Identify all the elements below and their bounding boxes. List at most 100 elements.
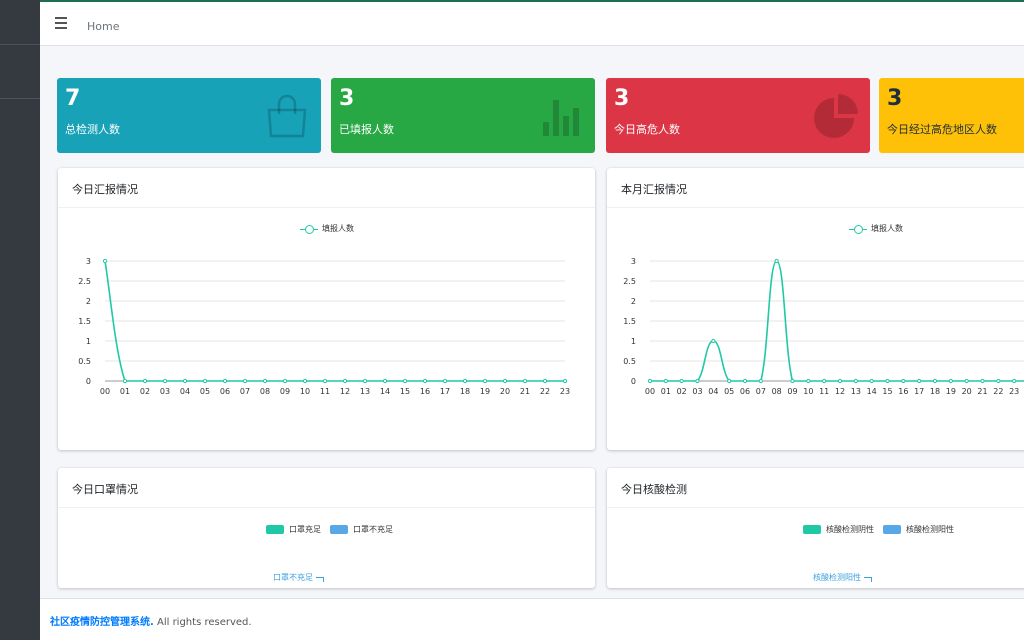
card-mask-status: 今日口罩情况 口罩充足 口罩不充足 口罩不充足 <box>58 468 595 588</box>
x-tick-label: 08 <box>772 387 782 396</box>
x-tick-label: 10 <box>803 387 813 396</box>
x-tick-label: 17 <box>440 387 450 396</box>
line-chart-month: 0 0.5 1 1.5 2 2.5 3 00 01 02 03 04 05 06 07 08 09 10 11 12 1… <box>623 257 1024 396</box>
legend-label[interactable]: 口罩不充足 <box>353 525 393 534</box>
x-tick-label: 04 <box>708 387 718 396</box>
data-point <box>948 378 953 384</box>
y-tick-label: 3 <box>631 257 636 266</box>
card-title: 今日口罩情况 <box>58 468 595 508</box>
data-point <box>362 378 368 384</box>
x-tick-label: 13 <box>360 387 370 396</box>
legend-swatch[interactable] <box>266 525 284 534</box>
legend-label[interactable]: 核酸检测阴性 <box>826 525 874 534</box>
x-tick-label: 06 <box>740 387 750 396</box>
y-tick-label: 1 <box>86 337 91 346</box>
card-title: 本月汇报情况 <box>607 168 1024 208</box>
legend-swatch[interactable] <box>883 525 901 534</box>
pie-legend: 核酸检测阴性 核酸检测阳性 <box>803 524 954 535</box>
stat-box-passed-high-risk-area: 3 今日经过高危地区人数 <box>879 78 1024 153</box>
legend-swatch[interactable] <box>330 525 348 534</box>
data-point <box>695 378 700 384</box>
data-point <box>727 378 732 384</box>
footer: 社区疫情防控管理系统. All rights reserved. <box>40 598 1024 640</box>
data-point <box>679 378 684 384</box>
y-tick-label: 1 <box>631 337 636 346</box>
y-tick-label: 2.5 <box>623 277 636 286</box>
data-point <box>182 378 188 384</box>
data-point <box>142 378 148 384</box>
data-point <box>774 258 779 264</box>
data-point <box>382 378 388 384</box>
stat-value: 3 <box>339 86 355 111</box>
stat-label: 今日高危人数 <box>614 123 680 136</box>
pie-slice-label: 核酸检测阳性 <box>813 572 872 583</box>
legend-swatch[interactable] <box>803 525 821 534</box>
x-tick-label: 21 <box>977 387 987 396</box>
x-tick-label: 07 <box>756 387 766 396</box>
sidebar-divider <box>0 98 40 99</box>
data-point <box>790 378 795 384</box>
data-point <box>522 378 528 384</box>
shopping-bag-icon <box>267 94 307 138</box>
legend-label: 填报人数 <box>322 224 354 233</box>
data-point <box>837 378 843 384</box>
x-tick-label: 20 <box>962 387 972 396</box>
card-title: 今日汇报情况 <box>58 168 595 208</box>
x-tick-label: 22 <box>540 387 550 396</box>
data-point <box>885 378 890 384</box>
stat-box-total-tested: 7 总检测人数 <box>57 78 321 153</box>
data-point <box>122 378 128 384</box>
y-tick-label: 1.5 <box>623 317 636 326</box>
x-tick-label: 09 <box>787 387 797 396</box>
data-point <box>442 378 448 384</box>
breadcrumb-home[interactable]: Home <box>87 20 120 33</box>
x-tick-label: 14 <box>380 387 390 396</box>
x-tick-label: 23 <box>560 387 570 396</box>
y-tick-label: 0 <box>631 377 636 386</box>
data-point <box>806 378 811 384</box>
top-navbar: Home <box>40 0 1024 46</box>
data-point <box>742 378 748 384</box>
x-tick-label: 19 <box>480 387 490 396</box>
x-tick-label: 10 <box>300 387 310 396</box>
legend-label[interactable]: 核酸检测阳性 <box>906 525 954 534</box>
x-tick-label: 18 <box>460 387 470 396</box>
y-tick-label: 2 <box>631 297 636 306</box>
legend-item[interactable]: 填报人数 <box>300 223 354 234</box>
x-tick-label: 23 <box>1009 387 1019 396</box>
bar-chart-icon <box>543 100 579 136</box>
x-tick-label: 06 <box>220 387 230 396</box>
data-point <box>901 378 906 384</box>
data-point <box>262 378 268 384</box>
data-point <box>302 378 308 384</box>
x-tick-label: 01 <box>661 387 671 396</box>
y-tick-label: 2 <box>86 297 91 306</box>
stat-value: 3 <box>614 86 630 111</box>
menu-toggle-icon[interactable] <box>55 17 67 29</box>
card-title: 今日核酸检测 <box>607 468 1024 508</box>
data-point <box>422 378 428 384</box>
data-point <box>711 338 716 344</box>
x-tick-label: 11 <box>320 387 330 396</box>
line-chart-today: 0 0.5 1 1.5 2 2.5 3 00 01 02 03 04 05 06 07 08 09 10 11 12 1… <box>78 257 570 396</box>
data-point <box>758 378 763 384</box>
data-point <box>869 378 874 384</box>
x-tick-label: 01 <box>120 387 130 396</box>
y-tick-label: 0.5 <box>78 357 91 366</box>
y-tick-label: 1.5 <box>78 317 91 326</box>
x-tick-label: 04 <box>180 387 190 396</box>
pie-legend: 口罩充足 口罩不充足 <box>266 524 393 535</box>
pie-chart-icon <box>814 94 858 138</box>
pie-slice-label: 口罩不充足 <box>273 572 324 583</box>
y-tick-label: 0 <box>86 377 91 386</box>
legend-label[interactable]: 口罩充足 <box>289 525 321 534</box>
y-tick-label: 2.5 <box>78 277 91 286</box>
x-tick-label: 13 <box>851 387 861 396</box>
stat-label: 总检测人数 <box>65 123 120 136</box>
legend-item[interactable]: 填报人数 <box>849 223 903 234</box>
sidebar-divider <box>0 44 40 45</box>
data-point <box>342 378 348 384</box>
footer-brand-link[interactable]: 社区疫情防控管理系统. <box>50 617 154 628</box>
data-point <box>322 378 328 384</box>
x-tick-label: 16 <box>420 387 430 396</box>
